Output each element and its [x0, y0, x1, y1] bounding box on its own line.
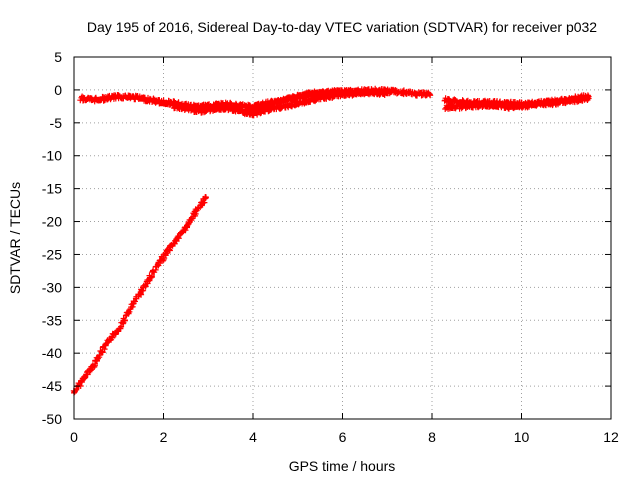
- y-tick-label: -35: [42, 312, 62, 328]
- y-tick-label: -45: [42, 378, 62, 394]
- series-segment: [241, 87, 368, 118]
- y-tick-label: 0: [54, 82, 62, 98]
- y-tick-label: -30: [42, 279, 62, 295]
- y-tick-label: -10: [42, 148, 62, 164]
- x-tick-label: 6: [339, 429, 347, 445]
- y-tick-labels: 5 0 -5 -10 -15 -20 -25 -30 -35 -40 -45 -50: [42, 49, 62, 427]
- x-tick-label: 12: [603, 429, 619, 445]
- x-tick-label: 8: [428, 429, 436, 445]
- chart-title: Day 195 of 2016, Sidereal Day-to-day VTE…: [87, 19, 597, 35]
- x-tick-label: 2: [160, 429, 168, 445]
- y-tick-label: -25: [42, 246, 62, 262]
- x-tick-label: 0: [70, 429, 78, 445]
- y-axis-label: SDTVAR / TECUs: [7, 182, 23, 294]
- y-tick-label: 5: [54, 49, 62, 65]
- grid-lines: [74, 57, 611, 419]
- y-tick-label: -50: [42, 411, 62, 427]
- y-tick-label: -5: [50, 115, 63, 131]
- x-tick-label: 10: [514, 429, 530, 445]
- data-point-markers: [241, 87, 368, 118]
- series-segment: [442, 94, 592, 112]
- x-tick-label: 4: [249, 429, 257, 445]
- data-point-markers: [442, 94, 592, 112]
- y-tick-label: -40: [42, 345, 62, 361]
- axis-ticks: [73, 56, 612, 420]
- data-points: [70, 85, 592, 396]
- x-axis-label: GPS time / hours: [289, 458, 396, 474]
- y-tick-label: -20: [42, 214, 62, 230]
- y-tick-label: -15: [42, 181, 62, 197]
- x-tick-labels: 0 2 4 6 8 10 12: [70, 429, 619, 445]
